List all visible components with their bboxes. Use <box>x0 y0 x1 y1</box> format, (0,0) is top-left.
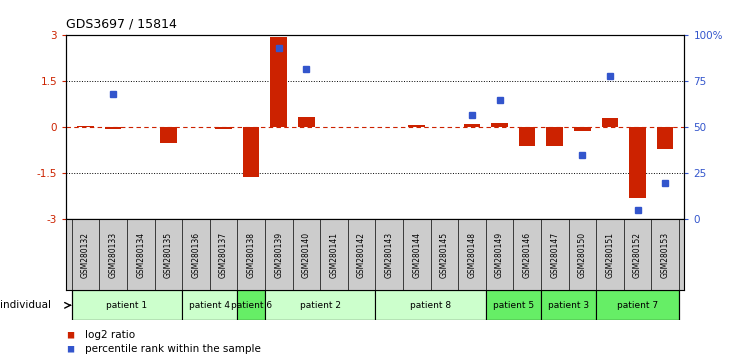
Text: GSM280146: GSM280146 <box>523 232 531 278</box>
Text: GSM280139: GSM280139 <box>275 232 283 278</box>
Text: GDS3697 / 15814: GDS3697 / 15814 <box>66 18 177 31</box>
Text: GSM280144: GSM280144 <box>412 232 421 278</box>
Bar <box>408 125 425 127</box>
Bar <box>629 127 645 198</box>
Text: patient 1: patient 1 <box>107 301 147 310</box>
Bar <box>657 127 673 149</box>
Text: patient 7: patient 7 <box>617 301 658 310</box>
Bar <box>265 290 375 320</box>
Text: ◼: ◼ <box>66 344 74 354</box>
Bar <box>519 127 535 146</box>
Text: GSM280145: GSM280145 <box>440 232 449 278</box>
Text: GSM280152: GSM280152 <box>633 232 642 278</box>
Bar <box>464 124 480 127</box>
Text: GSM280149: GSM280149 <box>495 232 504 278</box>
Bar <box>541 290 596 320</box>
Bar <box>77 126 93 127</box>
Text: GSM280140: GSM280140 <box>302 232 311 278</box>
Text: GSM280147: GSM280147 <box>551 232 559 278</box>
Bar <box>72 290 183 320</box>
Text: GSM280132: GSM280132 <box>81 232 90 278</box>
Text: GSM280134: GSM280134 <box>136 232 145 278</box>
Bar <box>596 290 679 320</box>
Text: ◼: ◼ <box>66 330 74 339</box>
Text: GSM280143: GSM280143 <box>385 232 394 278</box>
Bar <box>486 290 541 320</box>
Text: GSM280133: GSM280133 <box>109 232 118 278</box>
Bar <box>183 290 237 320</box>
Bar <box>243 127 259 177</box>
Text: GSM280135: GSM280135 <box>164 232 173 278</box>
Bar <box>491 123 508 127</box>
Text: patient 5: patient 5 <box>493 301 534 310</box>
Bar <box>601 118 618 127</box>
Bar <box>270 37 287 127</box>
Text: GSM280148: GSM280148 <box>467 232 476 278</box>
Bar <box>237 290 265 320</box>
Text: GSM280153: GSM280153 <box>661 232 670 278</box>
Text: log2 ratio: log2 ratio <box>85 330 135 339</box>
Text: GSM280136: GSM280136 <box>191 232 200 278</box>
Bar <box>375 290 486 320</box>
Text: patient 8: patient 8 <box>410 301 451 310</box>
Text: patient 2: patient 2 <box>300 301 341 310</box>
Bar <box>298 117 314 127</box>
Bar <box>105 127 121 129</box>
Bar <box>574 127 590 131</box>
Bar <box>546 127 563 146</box>
Text: percentile rank within the sample: percentile rank within the sample <box>85 344 261 354</box>
Bar <box>160 127 177 143</box>
Bar <box>215 127 232 129</box>
Text: GSM280142: GSM280142 <box>357 232 366 278</box>
Text: individual: individual <box>0 300 51 310</box>
Text: GSM280137: GSM280137 <box>219 232 228 278</box>
Text: GSM280141: GSM280141 <box>330 232 339 278</box>
Text: GSM280138: GSM280138 <box>247 232 255 278</box>
Text: patient 3: patient 3 <box>548 301 589 310</box>
Text: GSM280150: GSM280150 <box>578 232 587 278</box>
Text: patient 4: patient 4 <box>189 301 230 310</box>
Text: patient 6: patient 6 <box>230 301 272 310</box>
Text: GSM280151: GSM280151 <box>606 232 615 278</box>
